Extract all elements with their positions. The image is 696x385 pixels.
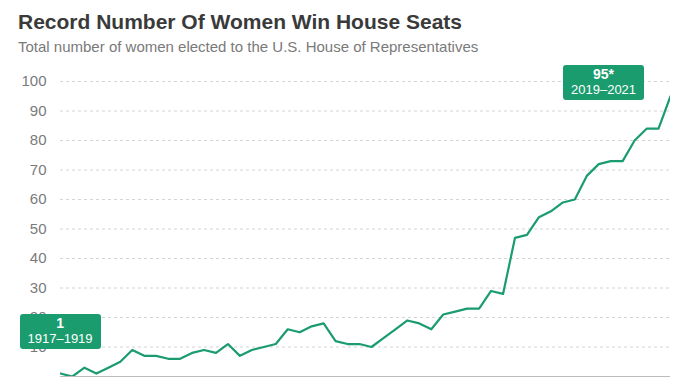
html-text:1917–1919: 1917–1919 bbox=[27, 331, 93, 346]
svg-text:40: 40 bbox=[30, 249, 47, 266]
svg-text:100: 100 bbox=[21, 72, 46, 89]
svg-text:30: 30 bbox=[30, 279, 47, 296]
html-text:Total number of women elected: Total number of women elected to the U.S… bbox=[18, 38, 479, 55]
html-text:95*: 95* bbox=[593, 65, 614, 82]
svg-text:80: 80 bbox=[30, 131, 47, 148]
svg-text:70: 70 bbox=[30, 161, 47, 178]
svg-text:50: 50 bbox=[30, 220, 47, 237]
html-text:Record Number Of Women Win Hou: Record Number Of Women Win House Seats bbox=[18, 10, 462, 33]
svg-text:90: 90 bbox=[30, 102, 47, 119]
svg-text:60: 60 bbox=[30, 190, 47, 207]
html-text:1: 1 bbox=[56, 315, 64, 331]
html-text:2019–2021: 2019–2021 bbox=[571, 81, 637, 97]
